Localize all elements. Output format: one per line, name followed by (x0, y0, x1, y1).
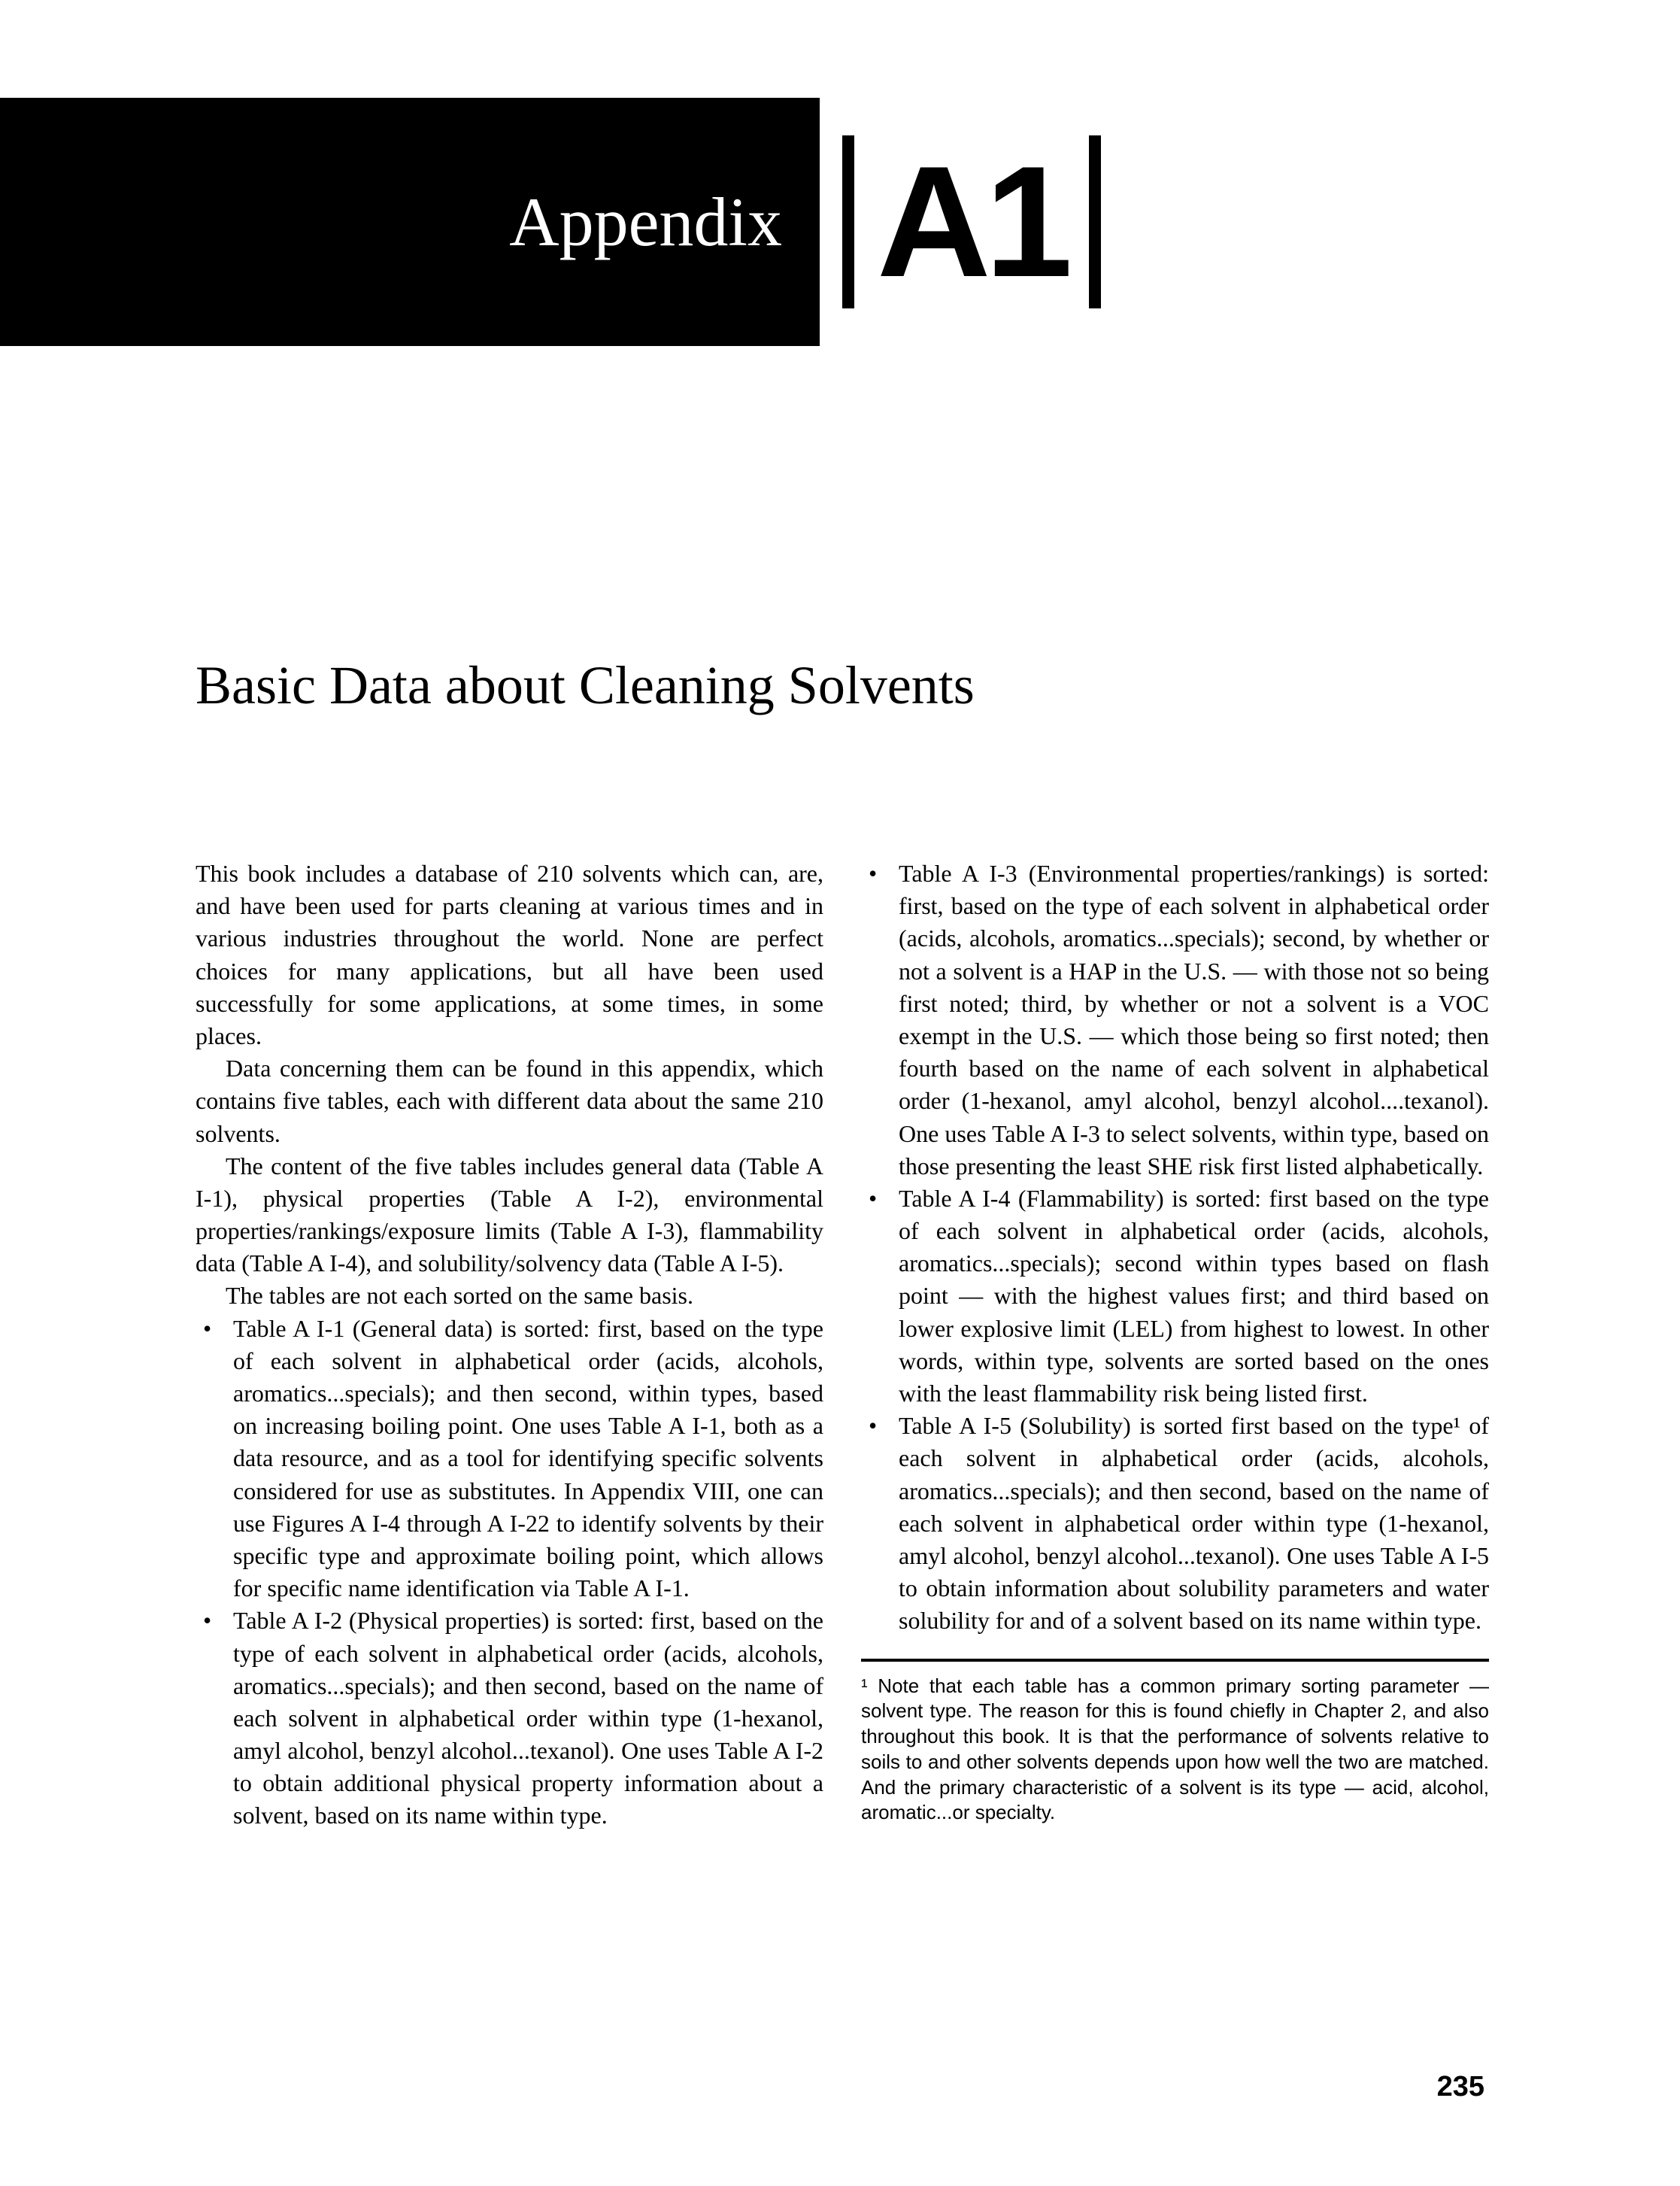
intro-para-4: The tables are not each sorted on the sa… (196, 1280, 823, 1312)
page-title: Basic Data about Cleaning Solvents (196, 654, 975, 717)
bullet-table-a-i-1: Table A I-1 (General data) is sorted: fi… (196, 1313, 823, 1605)
bullet-table-a-i-3: Table A I-3 (Environmental properties/ra… (861, 858, 1489, 1183)
bullet-table-a-i-4: Table A I-4 (Flammability) is sorted: fi… (861, 1183, 1489, 1410)
right-bullet-list: Table A I-3 (Environmental properties/ra… (861, 858, 1489, 1638)
left-bar (842, 135, 854, 308)
right-bar (1089, 135, 1101, 308)
intro-para-2: Data concerning them can be found in thi… (196, 1052, 823, 1150)
footnote-text: ¹ Note that each table has a common prim… (861, 1674, 1489, 1826)
footnote-rule (861, 1659, 1489, 1662)
appendix-label: Appendix (509, 182, 782, 262)
intro-para-3: The content of the five tables includes … (196, 1150, 823, 1280)
appendix-header-block: Appendix (0, 98, 820, 346)
body-columns: This book includes a database of 210 sol… (196, 858, 1489, 1832)
right-column: Table A I-3 (Environmental properties/ra… (861, 858, 1489, 1832)
left-bullet-list: Table A I-1 (General data) is sorted: fi… (196, 1313, 823, 1832)
page-number: 235 (1437, 2071, 1484, 2103)
appendix-code: A1 (854, 143, 1089, 301)
bullet-table-a-i-2: Table A I-2 (Physical properties) is sor… (196, 1605, 823, 1832)
intro-para-1: This book includes a database of 210 sol… (196, 858, 823, 1052)
appendix-code-box: A1 (842, 98, 1101, 346)
left-column: This book includes a database of 210 sol… (196, 858, 823, 1832)
bullet-table-a-i-5: Table A I-5 (Solubility) is sorted first… (861, 1410, 1489, 1637)
